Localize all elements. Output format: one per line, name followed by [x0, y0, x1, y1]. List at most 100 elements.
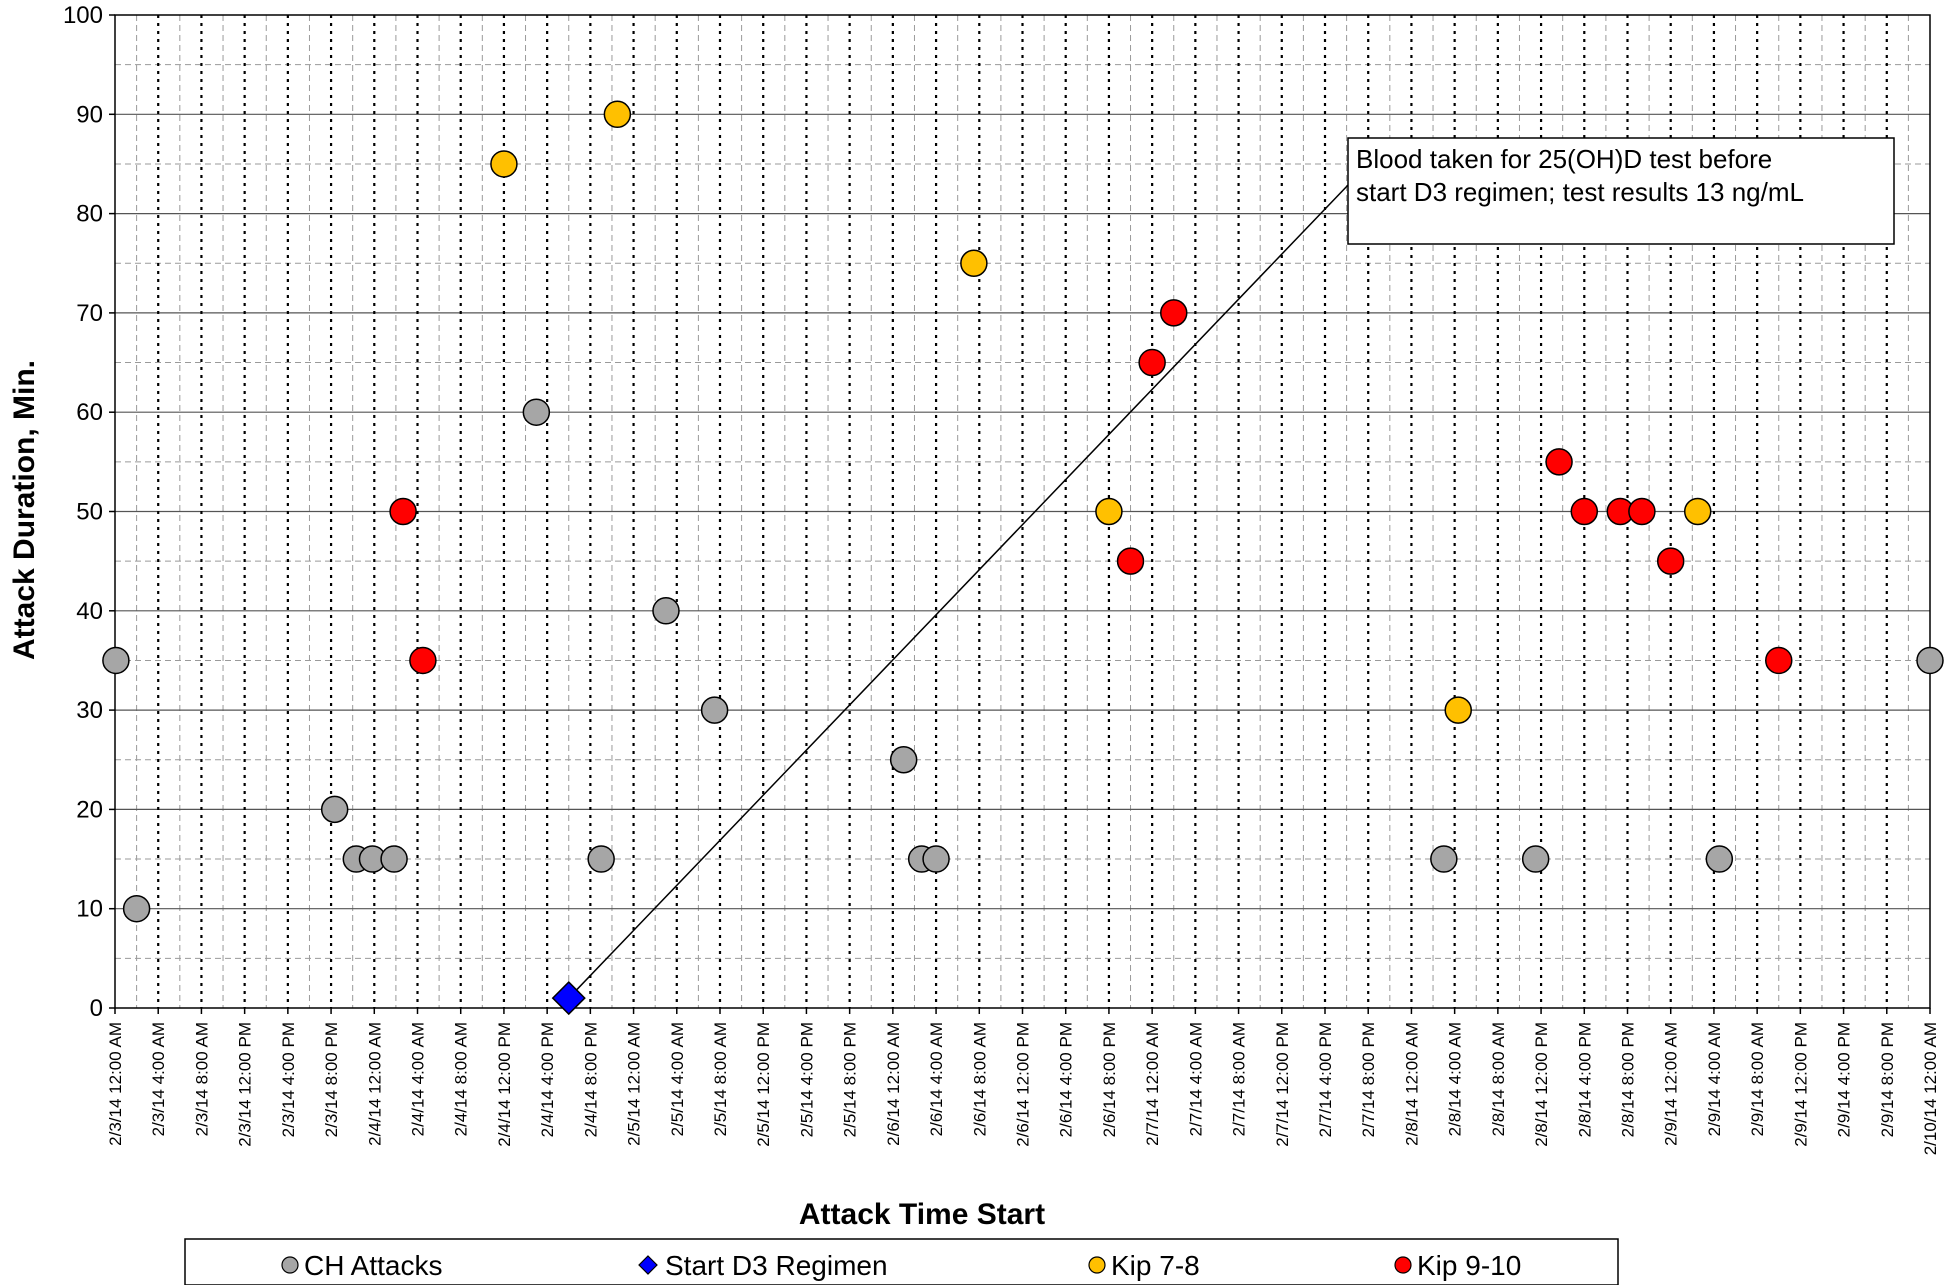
point-ch-attacks: [320, 795, 349, 824]
x-tick-label: 2/5/14 4:00 AM: [668, 1022, 687, 1136]
point-kip-7-8: [960, 249, 988, 277]
x-tick-label: 2/5/14 8:00 AM: [711, 1022, 730, 1136]
point-ch-attacks: [1521, 845, 1550, 873]
x-tick-label: 2/8/14 12:00 PM: [1532, 1022, 1551, 1147]
x-tick-label: 2/7/14 8:00 PM: [1359, 1022, 1378, 1137]
legend-marker-ch-attacks: [281, 1256, 299, 1274]
legend-marker-start-d3: [638, 1255, 658, 1275]
x-tick-label: 2/4/14 4:00 AM: [409, 1022, 428, 1136]
point-ch-attacks: [102, 646, 130, 675]
point-kip-7-8: [1683, 497, 1712, 526]
x-tick-label: 2/7/14 12:00 PM: [1273, 1022, 1292, 1147]
x-tick-label: 2/7/14 4:00 PM: [1316, 1022, 1335, 1137]
point-ch-attacks: [700, 696, 729, 724]
point-kip-7-8: [603, 100, 632, 129]
x-tick-label: 2/3/14 8:00 PM: [322, 1022, 341, 1137]
annotation-box: [1347, 137, 1895, 245]
point-kip-9-10: [1160, 299, 1188, 327]
point-kip-9-10: [1570, 497, 1599, 526]
annotation-line-1: Blood taken for 25(OH)D test before: [1356, 144, 1772, 174]
x-tick-label: 2/9/14 8:00 AM: [1748, 1022, 1767, 1136]
point-ch-attacks: [1916, 646, 1944, 675]
x-tick-label: 2/8/14 8:00 PM: [1619, 1022, 1638, 1137]
x-tick-label: 2/4/14 8:00 AM: [452, 1022, 471, 1136]
annotation-line-2: start D3 regimen; test results 13 ng/mL: [1356, 177, 1804, 207]
x-tick-label: 2/7/14 8:00 AM: [1230, 1022, 1249, 1136]
legend-box: [184, 1238, 1619, 1285]
x-tick-label: 2/10/14 12:00 AM: [1921, 1022, 1940, 1155]
y-tick-label: 80: [76, 201, 103, 228]
point-kip-9-10: [1138, 348, 1166, 377]
x-tick-label: 2/9/14 8:00 PM: [1878, 1022, 1897, 1137]
point-kip-7-8: [1444, 696, 1472, 724]
x-tick-label: 2/4/14 12:00 AM: [365, 1022, 384, 1146]
y-tick-label: 100: [63, 2, 103, 29]
point-start-d3-regimen: [551, 981, 586, 1016]
y-axis-ticks: 0 10 20 30 40 50 60 70 80 90 100: [63, 2, 115, 1022]
x-tick-label: 2/3/14 4:00 PM: [279, 1022, 298, 1137]
x-tick-label: 2/3/14 4:00 AM: [149, 1022, 168, 1136]
point-kip-9-10: [389, 497, 417, 526]
legend-label-ch-attacks: CH Attacks: [304, 1250, 442, 1281]
y-tick-label: 90: [76, 101, 103, 128]
x-tick-label: 2/8/14 12:00 AM: [1402, 1022, 1421, 1146]
point-kip-9-10: [409, 646, 437, 675]
x-tick-label: 2/3/14 8:00 AM: [192, 1022, 211, 1136]
point-kip-9-10: [1656, 547, 1685, 575]
point-kip-9-10: [1116, 547, 1145, 575]
point-ch-attacks: [1430, 845, 1458, 873]
x-tick-label: 2/4/14 8:00 PM: [581, 1022, 600, 1137]
x-tick-label: 2/3/14 12:00 AM: [106, 1022, 125, 1146]
point-ch-attacks: [522, 398, 551, 426]
x-tick-label: 2/6/14 12:00 PM: [1014, 1022, 1033, 1147]
point-kip-7-8: [1095, 497, 1123, 526]
x-tick-label: 2/9/14 12:00 AM: [1662, 1022, 1681, 1146]
x-axis-ticks: 2/3/14 12:00 AM 2/3/14 4:00 AM 2/3/14 8:00…: [106, 1008, 1940, 1155]
x-tick-label: 2/5/14 8:00 PM: [841, 1022, 860, 1137]
y-tick-label: 40: [76, 598, 103, 625]
point-kip-9-10: [1628, 497, 1656, 526]
x-tick-label: 2/6/14 12:00 AM: [884, 1022, 903, 1146]
x-tick-label: 2/7/14 4:00 AM: [1186, 1022, 1205, 1136]
x-tick-label: 2/6/14 4:00 AM: [927, 1022, 946, 1136]
x-tick-label: 2/6/14 8:00 PM: [1100, 1022, 1119, 1137]
x-axis-title: Attack Time Start: [799, 1198, 1045, 1231]
x-tick-label: 2/3/14 12:00 PM: [236, 1022, 255, 1147]
y-tick-label: 70: [76, 300, 103, 327]
x-tick-label: 2/6/14 4:00 PM: [1057, 1022, 1076, 1137]
point-ch-attacks: [587, 845, 615, 873]
x-tick-label: 2/4/14 4:00 PM: [538, 1022, 557, 1137]
x-tick-label: 2/6/14 8:00 AM: [970, 1022, 989, 1136]
legend-label-kip-9-10: Kip 9-10: [1417, 1250, 1521, 1281]
point-ch-attacks: [122, 894, 151, 923]
point-ch-attacks: [380, 845, 408, 873]
legend-label-start-d3: Start D3 Regimen: [665, 1250, 888, 1281]
y-tick-label: 50: [76, 499, 103, 526]
major-gridlines: [115, 15, 1930, 1008]
legend: CH Attacks Start D3 Regimen Kip 7-8 Kip …: [184, 1238, 1619, 1285]
x-tick-label: 2/7/14 12:00 AM: [1143, 1022, 1162, 1146]
x-tick-label: 2/9/14 4:00 AM: [1705, 1022, 1724, 1136]
x-tick-label: 2/8/14 4:00 AM: [1446, 1022, 1465, 1136]
x-tick-label: 2/8/14 8:00 AM: [1489, 1022, 1508, 1136]
point-ch-attacks: [922, 845, 950, 873]
x-tick-label: 2/5/14 12:00 AM: [625, 1022, 644, 1146]
y-tick-label: 0: [90, 995, 103, 1022]
x-tick-label: 2/9/14 12:00 PM: [1791, 1022, 1810, 1147]
annotation-callout: Blood taken for 25(OH)D test before star…: [568, 137, 1895, 999]
point-kip-9-10: [1765, 646, 1793, 675]
y-tick-label: 60: [76, 399, 103, 426]
y-tick-label: 30: [76, 697, 103, 724]
y-tick-label: 10: [76, 896, 103, 923]
legend-label-kip-7-8: Kip 7-8: [1111, 1250, 1200, 1281]
legend-marker-kip-7-8: [1088, 1256, 1106, 1274]
y-tick-label: 20: [76, 796, 103, 823]
y-axis-title: Attack Duration, Min.: [8, 360, 41, 660]
x-tick-label: 2/9/14 4:00 PM: [1835, 1022, 1854, 1137]
x-tick-label: 2/4/14 12:00 PM: [495, 1022, 514, 1147]
x-tick-label: 2/5/14 4:00 PM: [797, 1022, 816, 1137]
x-tick-label: 2/8/14 4:00 PM: [1575, 1022, 1594, 1137]
point-kip-7-8: [490, 150, 518, 178]
point-ch-attacks: [889, 746, 918, 774]
